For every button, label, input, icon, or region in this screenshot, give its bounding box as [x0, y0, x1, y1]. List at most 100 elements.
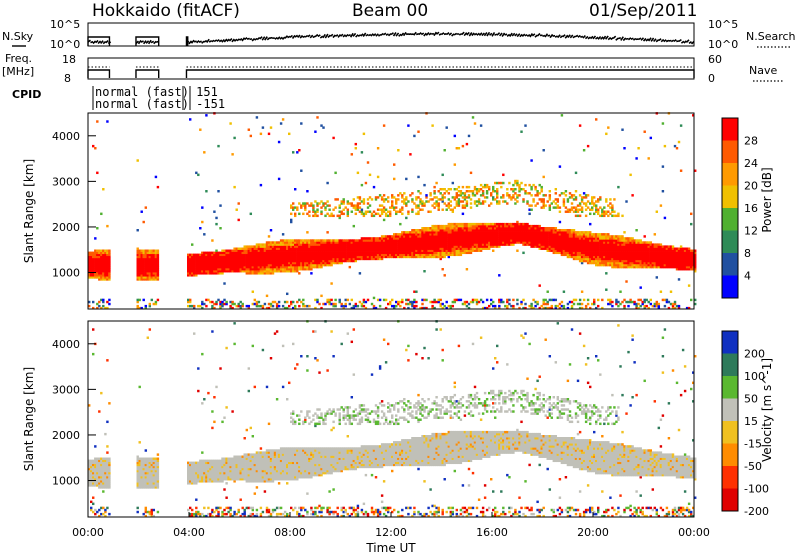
- heatmap-cell: [674, 145, 676, 147]
- heatmap-cell: [474, 122, 476, 124]
- heatmap-cell: [367, 161, 369, 163]
- heatmap-cell: [108, 299, 110, 301]
- heatmap-cell: [466, 305, 468, 307]
- heatmap-cell: [401, 213, 403, 215]
- heatmap-cell: [637, 303, 639, 305]
- heatmap-cell: [324, 248, 326, 250]
- heatmap-cell: [365, 256, 367, 258]
- heatmap-cell: [446, 243, 448, 245]
- heatmap-cell: [278, 305, 280, 307]
- heatmap-cell: [108, 272, 110, 274]
- heatmap-cell: [304, 264, 306, 266]
- heatmap-cell: [438, 204, 440, 206]
- heatmap-cell: [314, 243, 316, 245]
- heatmap-cell: [474, 186, 476, 188]
- heatmap-cell: [96, 172, 98, 174]
- heatmap-cell: [516, 250, 518, 252]
- heatmap-cell: [444, 196, 446, 198]
- heatmap-cell: [145, 305, 147, 307]
- heatmap-cell: [581, 291, 583, 293]
- heatmap-cell: [94, 237, 96, 239]
- heatmap-cell: [405, 178, 407, 180]
- heatmap-cell: [476, 301, 478, 303]
- heatmap-cell: [413, 135, 415, 137]
- heatmap-cell: [541, 186, 543, 188]
- heatmap-cell: [100, 213, 102, 215]
- heatmap-cell: [108, 260, 110, 262]
- heatmap-cell: [193, 260, 195, 262]
- heatmap-cell: [217, 190, 219, 192]
- heatmap-cell: [96, 227, 98, 229]
- heatmap-cell: [395, 252, 397, 254]
- heatmap-cell: [466, 227, 468, 229]
- heatmap-cell: [405, 202, 407, 204]
- heatmap-cell: [532, 200, 534, 202]
- heatmap-cell: [668, 260, 670, 262]
- heatmap-cell: [361, 184, 363, 186]
- heatmap-cell: [355, 143, 357, 145]
- heatmap-cell: [371, 303, 373, 305]
- colorbar-tick-label: 16: [744, 202, 758, 215]
- heatmap-cell: [640, 286, 642, 288]
- heatmap-cell: [385, 235, 387, 237]
- heatmap-cell: [435, 243, 437, 245]
- heatmap-cell: [334, 305, 336, 307]
- heatmap-cell: [446, 239, 448, 241]
- heatmap-cell: [326, 200, 328, 202]
- heatmap-cell: [102, 252, 104, 254]
- heatmap-cell: [153, 252, 155, 254]
- heatmap-cell: [330, 282, 332, 284]
- heatmap-cell: [617, 260, 619, 262]
- heatmap-cell: [102, 305, 104, 307]
- cpid-line-2: normal (fast) -151: [95, 97, 225, 111]
- heatmap-cell: [456, 235, 458, 237]
- heatmap-cell: [466, 239, 468, 241]
- heatmap-cell: [446, 190, 448, 192]
- heatmap-cell: [407, 299, 409, 301]
- heatmap-cell: [656, 276, 658, 278]
- heatmap-cell: [435, 301, 437, 303]
- heatmap-cell: [292, 151, 294, 153]
- heatmap-cell: [476, 192, 478, 194]
- heatmap-cell: [488, 188, 490, 190]
- heatmap-cell: [431, 124, 433, 126]
- heatmap-cell: [464, 192, 466, 194]
- heatmap-cell: [298, 272, 300, 274]
- heatmap-cell: [405, 196, 407, 198]
- heatmap-cell: [460, 190, 462, 192]
- heatmap-cell: [334, 299, 336, 301]
- heatmap-cell: [203, 233, 205, 235]
- heatmap-cell: [304, 252, 306, 254]
- heatmap-cell: [282, 233, 284, 235]
- heatmap-cell: [534, 305, 536, 307]
- heatmap-cell: [274, 264, 276, 266]
- heatmap-cell: [607, 256, 609, 258]
- heatmap-cell: [233, 252, 235, 254]
- heatmap-cell: [613, 211, 615, 213]
- heatmap-cell: [153, 272, 155, 274]
- heatmap-cell: [274, 260, 276, 262]
- heatmap-cell: [678, 305, 680, 307]
- heatmap-cell: [375, 256, 377, 258]
- heatmap-cell: [650, 137, 652, 139]
- heatmap-cell: [92, 276, 94, 278]
- heatmap-cell: [375, 237, 377, 239]
- heatmap-cell: [425, 231, 427, 233]
- heatmap-cell: [248, 129, 250, 131]
- heatmap-cell: [563, 200, 565, 202]
- heatmap-cell: [502, 182, 504, 184]
- heatmap-cell: [385, 248, 387, 250]
- heatmap-cell: [623, 147, 625, 149]
- heatmap-cell: [466, 190, 468, 192]
- heatmap-cell: [264, 268, 266, 270]
- heatmap-cell: [314, 248, 316, 250]
- heatmap-cell: [575, 172, 577, 174]
- heatmap-cell: [395, 198, 397, 200]
- heatmap-cell: [399, 305, 401, 307]
- heatmap-cell: [157, 256, 159, 258]
- heatmap-cell: [274, 268, 276, 270]
- heatmap-cell: [316, 299, 318, 301]
- heatmap-cell: [205, 190, 207, 192]
- heatmap-cell: [581, 209, 583, 211]
- heatmap-cell: [314, 131, 316, 133]
